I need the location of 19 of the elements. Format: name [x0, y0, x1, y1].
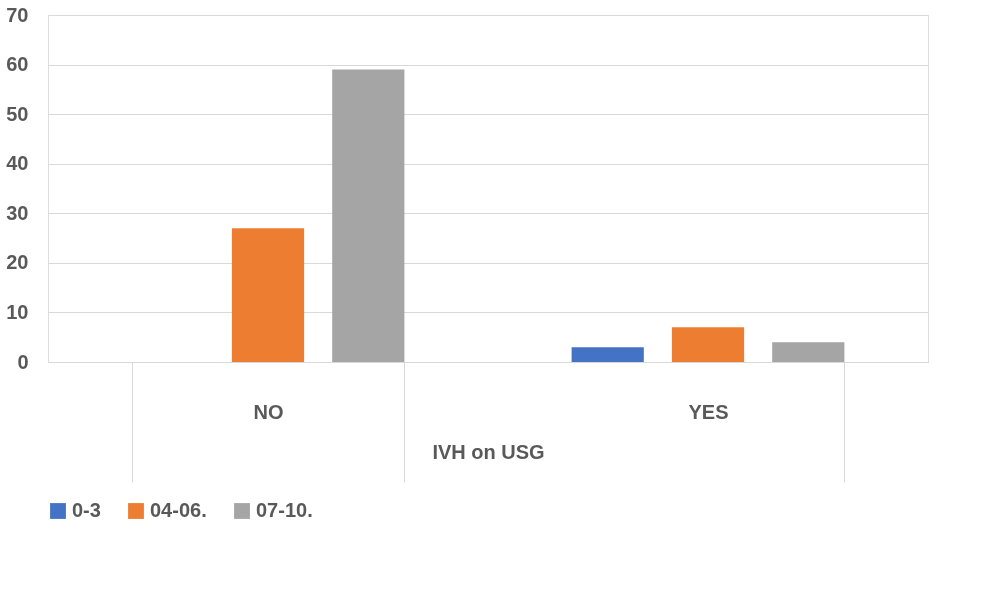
x-tick-label: NO: [253, 400, 284, 423]
y-tick-label: 30: [6, 201, 29, 224]
y-tick-label: 60: [6, 53, 29, 76]
y-tick-label: 40: [6, 152, 29, 175]
legend-label: 0-3: [72, 499, 101, 521]
legend-label: 04-06.: [150, 499, 207, 521]
bar: [772, 342, 845, 362]
y-tick-label: 70: [6, 3, 29, 26]
bar: [231, 228, 305, 362]
bar: [571, 347, 644, 362]
bar: [671, 327, 745, 362]
x-axis-title: IVH on USG: [432, 441, 545, 463]
y-tick-label: 50: [6, 102, 29, 125]
bar: [332, 69, 405, 362]
y-tick-label: 20: [6, 251, 29, 274]
y-tick-label: 10: [6, 300, 29, 323]
x-tick-label: YES: [688, 400, 729, 423]
legend-label: 07-10.: [256, 499, 313, 521]
y-tick-label: 0: [17, 350, 29, 373]
